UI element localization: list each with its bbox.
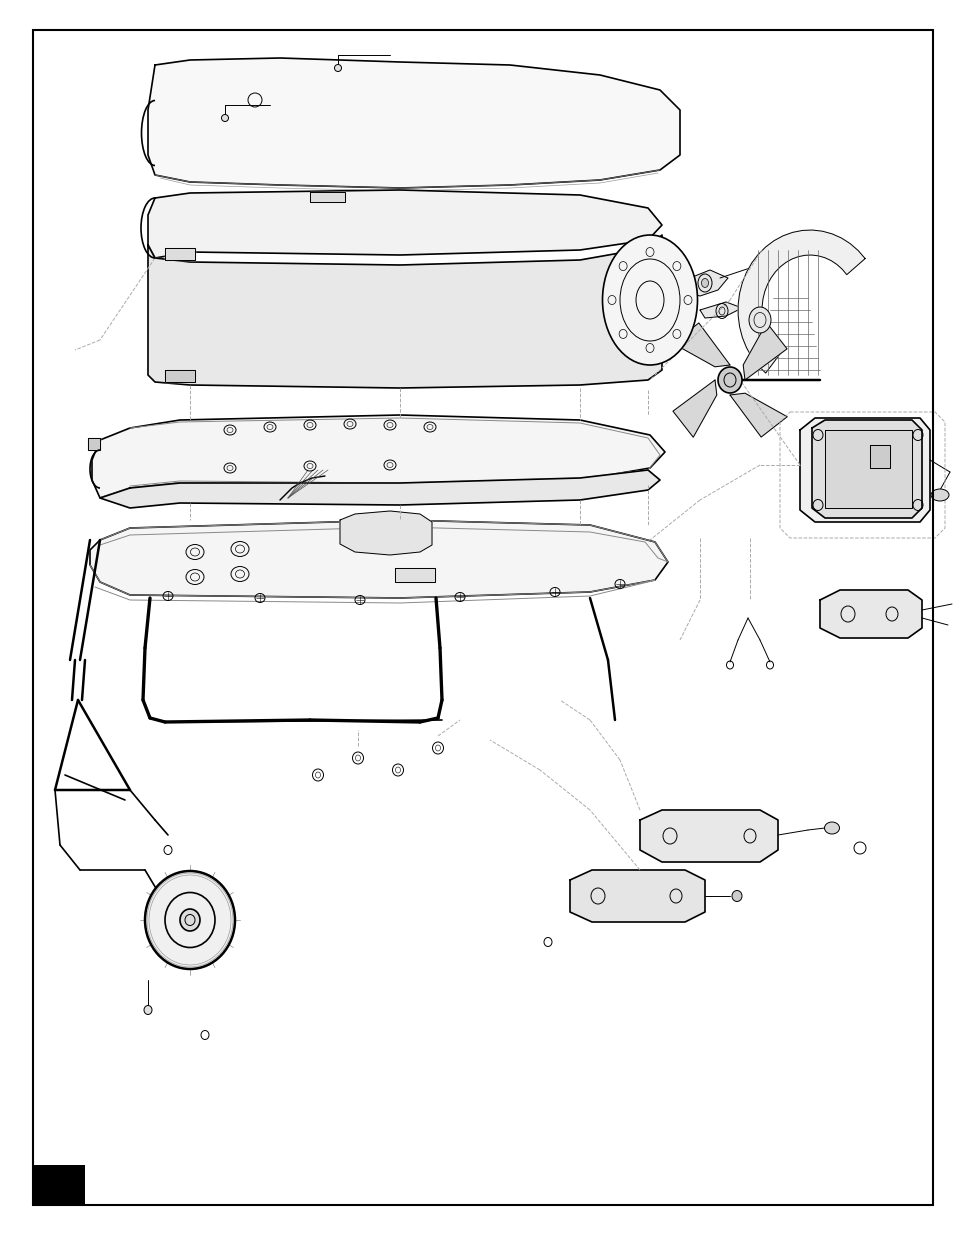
Ellipse shape <box>748 308 770 333</box>
Ellipse shape <box>930 489 948 501</box>
Ellipse shape <box>221 115 229 121</box>
Ellipse shape <box>144 1005 152 1014</box>
Bar <box>33 1165 85 1205</box>
Polygon shape <box>165 248 194 261</box>
Polygon shape <box>339 511 432 555</box>
Polygon shape <box>738 230 864 373</box>
Polygon shape <box>800 417 929 522</box>
Polygon shape <box>569 869 704 923</box>
Polygon shape <box>869 445 889 468</box>
Polygon shape <box>672 324 729 367</box>
Ellipse shape <box>823 823 839 834</box>
Polygon shape <box>742 322 786 380</box>
Polygon shape <box>672 380 716 437</box>
Polygon shape <box>165 370 194 382</box>
Ellipse shape <box>718 367 741 393</box>
Polygon shape <box>91 415 664 498</box>
Polygon shape <box>148 235 661 388</box>
Ellipse shape <box>602 235 697 366</box>
Polygon shape <box>100 471 659 508</box>
Polygon shape <box>811 420 921 517</box>
Polygon shape <box>310 191 345 203</box>
Polygon shape <box>700 303 741 317</box>
Ellipse shape <box>335 64 341 72</box>
Polygon shape <box>90 520 667 598</box>
Polygon shape <box>820 590 921 638</box>
Polygon shape <box>148 58 679 188</box>
Ellipse shape <box>700 279 708 288</box>
Polygon shape <box>679 270 727 296</box>
Polygon shape <box>639 810 778 862</box>
Polygon shape <box>729 393 786 437</box>
Ellipse shape <box>180 909 200 931</box>
Polygon shape <box>148 190 661 258</box>
Polygon shape <box>395 568 435 582</box>
Ellipse shape <box>731 890 741 902</box>
Polygon shape <box>88 438 100 450</box>
Polygon shape <box>824 430 911 508</box>
Ellipse shape <box>145 871 234 969</box>
